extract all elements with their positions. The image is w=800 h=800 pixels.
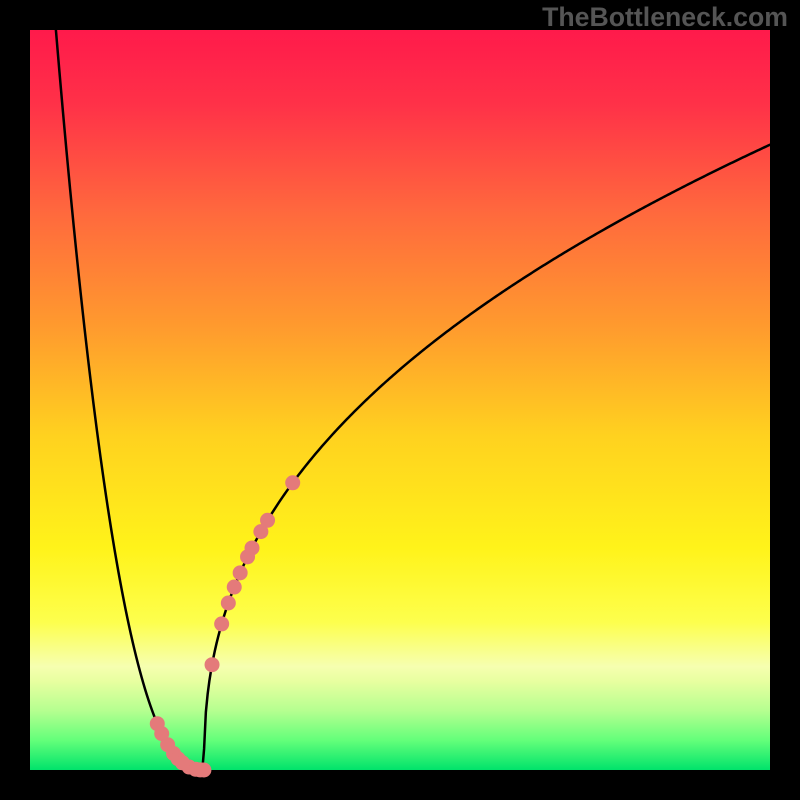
data-point-marker	[205, 657, 220, 672]
data-point-marker	[196, 763, 211, 778]
data-point-marker	[221, 596, 236, 611]
data-point-marker	[214, 616, 229, 631]
gradient-background	[30, 30, 770, 770]
chart-container: TheBottleneck.com	[0, 0, 800, 800]
data-point-marker	[245, 540, 260, 555]
data-point-marker	[227, 580, 242, 595]
data-point-marker	[260, 513, 275, 528]
data-point-marker	[233, 565, 248, 580]
data-point-marker	[285, 475, 300, 490]
watermark-text: TheBottleneck.com	[542, 2, 788, 33]
bottleneck-curve-plot	[0, 0, 800, 800]
